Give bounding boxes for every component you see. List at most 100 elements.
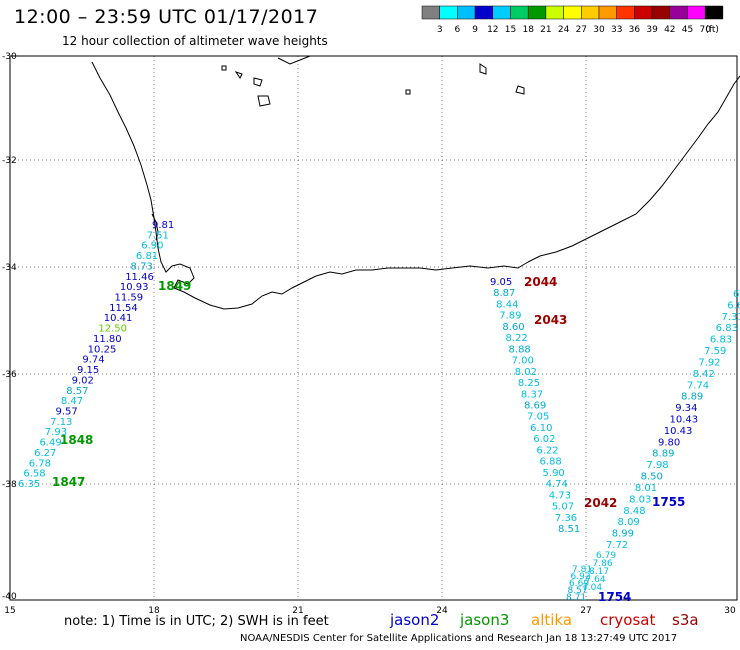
wave-height-label: 5.07 (552, 502, 574, 513)
wave-height-label: 8.57 (66, 386, 88, 397)
legend: note: 1) Time is in UTC; 2) SWH is in fe… (64, 611, 699, 629)
wave-height-label: 8.44 (496, 299, 518, 310)
wave-height-label: 7.74 (687, 380, 709, 391)
map-subtitle: 12 hour collection of altimeter wave hei… (62, 34, 328, 48)
wave-height-label: 8.87 (493, 288, 515, 299)
colorbar-label: 21 (540, 25, 551, 35)
colorbar-label: 70 (699, 25, 711, 35)
colorbar-label: 27 (576, 25, 587, 35)
wave-height-label: 11.46 (125, 272, 154, 283)
colorbar-swatch (421, 5, 440, 20)
wave-height-label: 12.50 (98, 324, 127, 335)
colorbar-label: 39 (646, 25, 658, 35)
island-6 (515, 85, 525, 95)
legend-s3a: s3a (672, 611, 699, 629)
pass-time-label: 1849 (158, 279, 191, 293)
wave-height-label: 7.13 (50, 417, 72, 428)
island-4 (257, 95, 271, 107)
wave-height-label: 9.34 (675, 403, 697, 414)
wave-height-label: 11.59 (114, 293, 143, 304)
pass-time-label: 1847 (52, 475, 85, 489)
map-title: 12:00 – 23:59 UTC 01/17/2017 (14, 6, 319, 28)
colorbar-label: 36 (629, 25, 641, 35)
wave-height-label: 5.90 (543, 468, 565, 479)
wave-height-label: 6.10 (530, 423, 552, 434)
pass-time-label: 1755 (652, 495, 685, 509)
wave-height-label: 9.15 (77, 365, 99, 376)
colorbar-swatch (439, 5, 458, 20)
wave-height-label: 6.83 (710, 335, 732, 346)
colorbar-swatch (581, 5, 600, 20)
wave-height-label: 9.05 (490, 277, 512, 288)
wave-height-label: 7.72 (606, 540, 628, 551)
colorbar-swatch (492, 5, 511, 20)
wave-height-label: 6.88 (539, 457, 561, 468)
wave-height-label: 6.22 (536, 445, 558, 456)
wave-height-label: 10.41 (104, 313, 133, 324)
colorbar-label: 42 (664, 25, 675, 35)
legend-jason3: jason3 (459, 611, 509, 629)
coastline-east (527, 75, 740, 263)
y-tick-label: -38 (2, 480, 17, 490)
wave-height-label: 8.01 (635, 483, 657, 494)
colorbar-swatch (510, 5, 529, 20)
wave-height-label: 4.73 (549, 490, 571, 501)
wave-height-label: 8.17 (589, 567, 609, 577)
wave-height-label: 6.27 (34, 448, 56, 459)
colorbar-swatch (545, 5, 564, 20)
wave-height-label: 7.86 (593, 559, 613, 569)
wave-height-label: 6.78 (29, 458, 51, 469)
wave-height-label: 8.69 (524, 401, 546, 412)
colorbar-swatch (634, 5, 653, 20)
wave-height-label: 10.93 (120, 282, 149, 293)
wave-height-label: 7.59 (704, 346, 726, 357)
colorbar-label: 3 (437, 25, 443, 35)
colorbar-label: 9 (472, 25, 478, 35)
wave-height-label: 8.51 (558, 524, 580, 535)
legend-cryosat: cryosat (600, 611, 655, 629)
x-tick-label: 18 (148, 606, 160, 616)
colorbar-label: 45 (682, 25, 693, 35)
pass-time-label: 2043 (534, 313, 567, 327)
wave-height-label: 6.6 (727, 300, 740, 311)
x-tick-label: 27 (580, 606, 591, 616)
wave-height-label: 10.25 (88, 344, 117, 355)
colorbar-swatch (598, 5, 617, 20)
y-tick-label: -32 (2, 156, 17, 166)
island-2 (234, 71, 243, 79)
colorbar-label: 15 (505, 25, 516, 35)
wave-height-label: 10.43 (670, 415, 699, 426)
wave-height-label: 9.02 (72, 375, 94, 386)
wave-height-label: 7.00 (512, 356, 534, 367)
wave-height-label: 11.54 (109, 303, 138, 314)
y-tick-label: -36 (2, 370, 17, 380)
wave-height-label: 7.05 (527, 412, 549, 423)
wave-height-label: 8.48 (623, 506, 645, 517)
wave-height-label: 6.92 (571, 572, 591, 582)
y-tick-label: -40 (2, 592, 17, 602)
footer-credit: NOAA/NESDIS Center for Satellite Applica… (240, 633, 678, 644)
wave-height-label: 6.58 (23, 469, 45, 480)
y-tick-label: -34 (2, 263, 17, 273)
wave-height-label: 9.57 (56, 406, 78, 417)
wave-height-label: 10.43 (664, 426, 693, 437)
coastline-west (91, 61, 529, 310)
coastline-north (277, 55, 311, 65)
coastline (91, 55, 740, 310)
colorbar-label: 12 (487, 25, 498, 35)
wave-height-label: 11.80 (93, 334, 122, 345)
colorbar-swatch (687, 5, 706, 20)
wave-height-label: 8.22 (505, 333, 527, 344)
wave-height-label: 8.73 (131, 261, 153, 272)
pass-time-label: 1754 (598, 590, 631, 604)
wave-height-label: 8.60 (502, 322, 524, 333)
wave-height-label: 6.02 (533, 434, 555, 445)
x-tick-label: 15 (4, 606, 15, 616)
wave-height-label: 7.04 (582, 583, 602, 593)
wave-height-label: 8.89 (681, 392, 703, 403)
colorbar-label: 30 (593, 25, 605, 35)
island-1 (221, 65, 227, 71)
plot-border (9, 55, 738, 601)
wave-height-label: 6.90 (141, 241, 163, 252)
